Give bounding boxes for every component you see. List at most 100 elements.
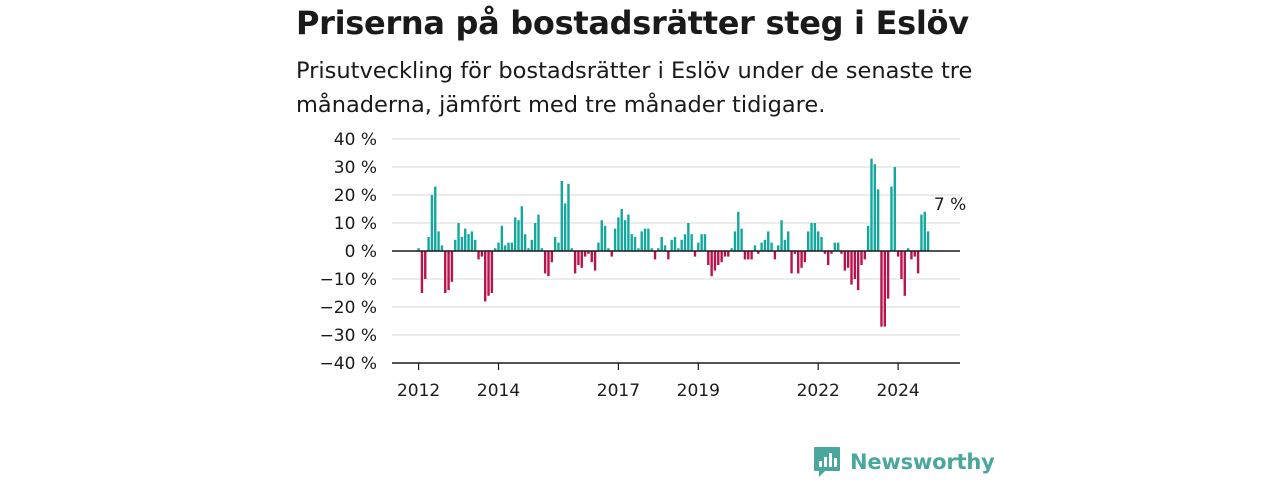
bar — [923, 211, 926, 251]
bar — [770, 242, 773, 251]
bar — [643, 228, 647, 251]
y-tick-label: −30 % — [320, 326, 377, 346]
bar — [627, 214, 630, 251]
bar — [850, 251, 853, 285]
x-tick-label: 2017 — [597, 381, 640, 401]
bar — [763, 239, 767, 251]
bar — [783, 239, 787, 251]
bar — [836, 242, 840, 251]
bar — [577, 251, 580, 265]
bar — [520, 206, 524, 251]
y-axis: 40 % 30 % 20 % 10 % 0 % −10 % −20 % −30 % −40 % — [320, 130, 377, 374]
bar — [723, 251, 727, 257]
bar — [427, 237, 430, 251]
bar — [490, 251, 494, 293]
chart-title: Priserna på bostadsrätter steg i Eslöv — [296, 4, 969, 42]
bar — [670, 239, 673, 251]
bar — [437, 231, 440, 251]
bar — [833, 242, 837, 251]
bar — [464, 228, 467, 251]
bar — [910, 251, 913, 260]
bar — [540, 248, 544, 251]
bar — [597, 242, 600, 251]
bar — [477, 251, 480, 260]
bar — [717, 251, 720, 265]
y-tick-label: 30 % — [334, 158, 377, 178]
bar — [743, 251, 747, 260]
bar — [740, 228, 743, 251]
bar — [753, 245, 757, 251]
bar — [487, 251, 490, 296]
bar — [713, 251, 717, 271]
bar — [703, 234, 707, 251]
bar — [883, 251, 886, 327]
bar-chart: 40 %30 %20 %10 %0 %−10 %−20 %−30 %−40 % … — [320, 130, 967, 401]
bar — [417, 248, 420, 251]
bar — [890, 186, 893, 251]
bar — [903, 251, 906, 296]
bar — [653, 251, 657, 260]
bar — [720, 251, 723, 263]
bar — [613, 228, 617, 251]
bar — [913, 251, 916, 257]
bar — [573, 251, 577, 274]
latest-value-label: 7 % — [934, 195, 966, 215]
bar — [780, 220, 783, 251]
bar — [737, 211, 740, 251]
bar — [517, 220, 520, 251]
bar — [617, 217, 620, 251]
bar — [803, 251, 807, 263]
x-tick-label: 2024 — [876, 381, 919, 401]
bar — [697, 242, 700, 251]
x-axis: 2012 2014 2017 2019 2022 2024 — [392, 250, 960, 401]
bar — [830, 251, 833, 254]
bar — [817, 231, 820, 251]
bar — [673, 237, 677, 251]
bar — [800, 251, 803, 268]
bar — [727, 251, 730, 257]
bar — [733, 231, 737, 251]
bar — [807, 231, 810, 251]
bar — [846, 251, 850, 268]
bar — [493, 248, 497, 251]
bar — [523, 234, 527, 251]
bar — [557, 242, 560, 251]
bar — [860, 251, 863, 265]
bar — [527, 248, 530, 251]
bar — [593, 251, 597, 271]
bar — [484, 251, 487, 302]
bar — [660, 237, 663, 251]
bar — [430, 195, 434, 251]
y-tick-label: −20 % — [320, 298, 377, 318]
bar — [747, 251, 750, 260]
annotations: 7 % — [934, 195, 966, 215]
bar — [876, 189, 880, 251]
bar — [750, 251, 753, 260]
bar — [460, 237, 464, 251]
bar — [760, 242, 763, 251]
bar — [866, 225, 870, 251]
bar — [607, 248, 610, 251]
bar — [633, 237, 637, 251]
bar — [820, 237, 823, 251]
bar — [663, 245, 667, 251]
bar — [647, 228, 650, 251]
bar — [843, 251, 847, 271]
bar — [497, 242, 500, 251]
bar — [447, 251, 450, 291]
bar — [637, 248, 640, 251]
bar — [533, 223, 537, 251]
bar — [920, 214, 923, 251]
bar — [710, 251, 713, 277]
bar — [474, 239, 477, 251]
bar — [906, 248, 910, 251]
bar — [434, 186, 437, 251]
bar — [457, 223, 460, 251]
bar — [853, 251, 857, 279]
bar — [826, 251, 830, 265]
bar — [840, 251, 843, 254]
bar — [813, 223, 817, 251]
bar — [444, 251, 447, 293]
bar — [683, 234, 687, 251]
bar — [790, 251, 793, 274]
